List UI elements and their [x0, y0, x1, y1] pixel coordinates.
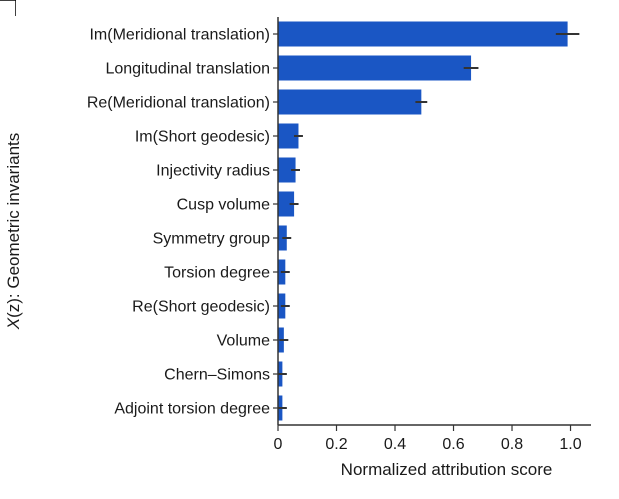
category-label: Re(Short geodesic): [132, 299, 270, 316]
x-tick-label: 0.6: [442, 436, 464, 453]
category-labels-group: Im(Meridional translation) Longitudinal t…: [87, 27, 270, 418]
x-tick-label: 0.4: [384, 436, 406, 453]
category-label: Chern–Simons: [164, 367, 270, 384]
bar: [278, 191, 295, 217]
error-bars-group: [277, 33, 580, 409]
x-tick-label: 0: [274, 436, 283, 453]
bar: [278, 123, 299, 149]
x-tick-label: 1.0: [559, 436, 581, 453]
bar: [278, 21, 568, 47]
bar: [278, 157, 296, 183]
category-label: Cusp volume: [177, 197, 270, 214]
category-label: Adjoint torsion degree: [114, 401, 270, 418]
category-label: Volume: [217, 333, 270, 350]
x-tick-label: 0.8: [501, 436, 523, 453]
category-label: Re(Meridional translation): [87, 95, 270, 112]
category-label: Injectivity radius: [156, 163, 270, 180]
x-axis-title: Normalized attribution score: [341, 460, 553, 479]
category-label: Torsion degree: [164, 265, 270, 282]
y-axis-title: X(z): Geometric invariants: [4, 133, 23, 331]
category-label: Symmetry group: [153, 231, 270, 248]
x-ticks-group: 0 0.2 0.4 0.6 0.8 1.0: [273, 33, 582, 453]
bar: [278, 55, 472, 81]
category-label: Im(Short geodesic): [135, 129, 270, 146]
x-tick-label: 0.2: [325, 436, 347, 453]
category-label: Im(Meridional translation): [89, 27, 270, 44]
bar: [278, 89, 422, 115]
category-label: Longitudinal translation: [105, 61, 270, 78]
bars-group: [278, 21, 568, 421]
